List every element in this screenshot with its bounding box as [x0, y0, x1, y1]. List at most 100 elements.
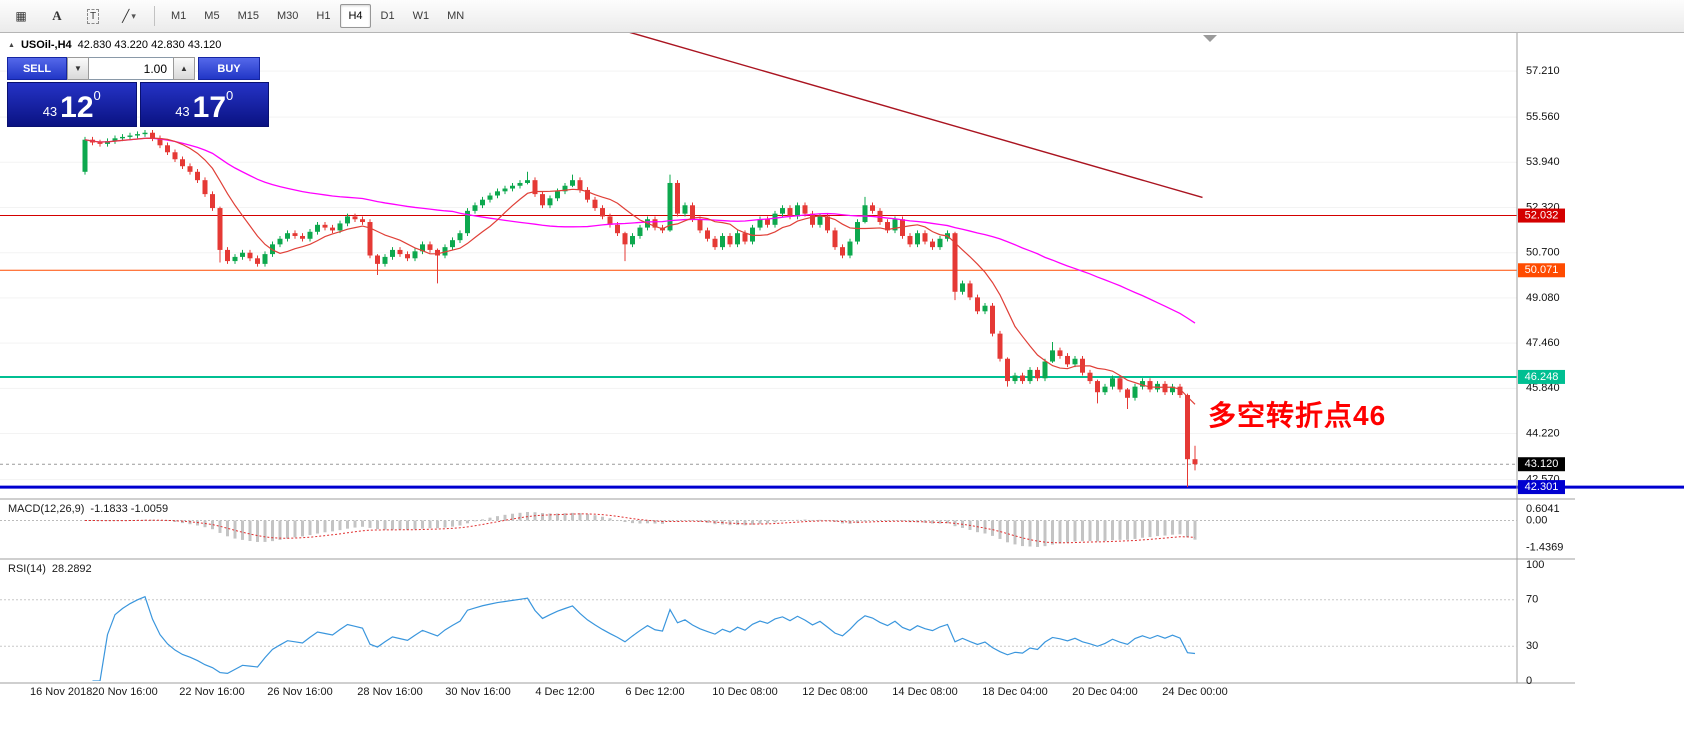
timeframe-button-mn[interactable]: MN	[447, 10, 465, 22]
buy-button[interactable]: BUY	[198, 57, 260, 80]
svg-text:22 Nov 16:00: 22 Nov 16:00	[179, 686, 244, 698]
collapse-triangle-icon[interactable]: ▲	[8, 41, 15, 49]
svg-text:44.220: 44.220	[1526, 427, 1560, 439]
sell-price-display[interactable]: 43 12 0	[7, 82, 137, 127]
caret-up-icon: ▲	[180, 64, 188, 73]
candles	[82, 129, 1198, 488]
ma-fast-line	[84, 137, 1196, 405]
price-level-label: 42.301	[1518, 480, 1565, 495]
svg-text:20 Nov 16:00: 20 Nov 16:00	[92, 686, 157, 698]
svg-text:20 Dec 04:00: 20 Dec 04:00	[1072, 686, 1137, 698]
rsi-label: RSI(14) 28.2892	[8, 563, 92, 575]
svg-text:30: 30	[1526, 640, 1538, 652]
svg-text:45.840: 45.840	[1526, 382, 1560, 394]
trendline-tool-icon: ╱	[122, 9, 130, 23]
svg-text:10 Dec 08:00: 10 Dec 08:00	[712, 686, 777, 698]
svg-text:12 Dec 08:00: 12 Dec 08:00	[802, 686, 867, 698]
svg-text:4 Dec 12:00: 4 Dec 12:00	[535, 686, 594, 698]
buy-price-big-digits: 17	[192, 91, 227, 124]
svg-text:42.301: 42.301	[1525, 481, 1559, 493]
svg-text:18 Dec 04:00: 18 Dec 04:00	[982, 686, 1047, 698]
timeframe-button-d1[interactable]: D1	[380, 10, 395, 22]
one-click-trading-panel: SELL ▼ ▲ BUY 43 12 0 43 17 0	[7, 57, 269, 127]
svg-text:47.460: 47.460	[1526, 337, 1560, 349]
font-a-icon: A	[52, 8, 62, 23]
symbol-timeframe-label: USOil-,H4	[20, 39, 72, 51]
svg-text:30 Nov 16:00: 30 Nov 16:00	[445, 686, 510, 698]
timeframe-button-m5[interactable]: M5	[204, 10, 220, 22]
timeframe-button-h4[interactable]: H4	[340, 4, 371, 28]
timeframe-button-m15[interactable]: M15	[237, 10, 259, 22]
symbol-header: ▲ USOil-,H4 42.830 43.220 42.830 43.120	[8, 39, 221, 51]
buy-price-prefix: 43	[175, 104, 190, 119]
trend-line[interactable]	[610, 33, 1203, 199]
trade-prices-row: 43 12 0 43 17 0	[7, 82, 269, 127]
sell-price-prefix: 43	[42, 104, 58, 119]
macd-name: MACD(12,26,9)	[8, 503, 85, 515]
ohlc-values: 42.830 43.220 42.830 43.120	[77, 39, 222, 51]
sell-price-big-digits: 12	[60, 91, 94, 124]
volume-decrease-button[interactable]: ▼	[67, 57, 89, 80]
toolbar-separator	[154, 6, 155, 26]
svg-text:53.940: 53.940	[1526, 156, 1560, 168]
grid-icon: ▦	[15, 9, 27, 23]
svg-text:52.032: 52.032	[1525, 209, 1559, 221]
svg-text:26 Nov 16:00: 26 Nov 16:00	[267, 686, 332, 698]
svg-text:50.700: 50.700	[1526, 247, 1560, 259]
chart-annotation-text: 多空转折点46	[1208, 400, 1387, 431]
rsi-name: RSI(14)	[8, 563, 46, 575]
svg-text:55.560: 55.560	[1526, 111, 1560, 123]
svg-text:50.071: 50.071	[1525, 264, 1559, 276]
caret-down-icon: ▼	[74, 64, 82, 73]
chart-shift-marker-icon[interactable]	[1203, 35, 1217, 42]
timeframe-button-m1[interactable]: M1	[171, 10, 187, 22]
rsi-panel: 100 70 30 0	[0, 559, 1544, 687]
svg-text:6 Dec 12:00: 6 Dec 12:00	[625, 686, 684, 698]
svg-text:24 Dec 00:00: 24 Dec 00:00	[1162, 686, 1227, 698]
price-level-label: 46.248	[1518, 369, 1565, 384]
price-level-label: 52.032	[1518, 208, 1565, 223]
timeframe-button-w1[interactable]: W1	[412, 10, 430, 22]
svg-text:0: 0	[1526, 675, 1532, 687]
svg-text:49.080: 49.080	[1526, 292, 1560, 304]
volume-increase-button[interactable]: ▲	[173, 57, 195, 80]
svg-text:70: 70	[1526, 594, 1538, 606]
price-level-label: 43.120	[1518, 457, 1565, 472]
sell-price-fraction: 0	[93, 88, 101, 103]
svg-text:46.248: 46.248	[1525, 371, 1559, 383]
svg-text:0.00: 0.00	[1526, 514, 1547, 526]
svg-text:28 Nov 16:00: 28 Nov 16:00	[357, 686, 422, 698]
sell-button[interactable]: SELL	[7, 57, 67, 80]
toolbar: ▦ A T ╱ ▾ M1 M5 M15 M30 H1 H4 D1 W1 MN	[0, 0, 1684, 33]
drawing-tool-dropdown[interactable]: ╱ ▾	[112, 3, 146, 29]
price-axis: 57.21055.56053.94052.32050.70049.08047.4…	[1518, 65, 1565, 495]
macd-values: -1.1833 -1.0059	[90, 503, 169, 515]
ma-slow-line	[84, 137, 1196, 324]
svg-text:43.120: 43.120	[1525, 458, 1559, 470]
macd-label: MACD(12,26,9) -1.1833 -1.0059	[8, 503, 168, 515]
svg-text:16 Nov 2018: 16 Nov 2018	[30, 686, 92, 698]
volume-input[interactable]	[89, 57, 173, 80]
windows-grid-button[interactable]: ▦	[4, 3, 38, 29]
svg-text:57.210: 57.210	[1526, 65, 1560, 77]
level-lines[interactable]	[0, 215, 1684, 489]
timeframe-button-h1[interactable]: H1	[316, 10, 331, 22]
price-level-label: 50.071	[1518, 263, 1565, 278]
date-axis: 16 Nov 2018 20 Nov 16:00 22 Nov 16:00 26 No…	[30, 686, 1228, 698]
text-tool-icon: T	[86, 8, 100, 24]
rsi-value: 28.2892	[51, 563, 92, 575]
svg-text:100: 100	[1526, 559, 1544, 571]
buy-price-display[interactable]: 43 17 0	[139, 82, 269, 127]
svg-text:0.6041: 0.6041	[1526, 503, 1560, 515]
buy-price-fraction: 0	[226, 88, 234, 103]
font-tool-button[interactable]: A	[40, 3, 74, 29]
svg-text:-1.4369: -1.4369	[1526, 541, 1563, 553]
svg-text:14 Dec 08:00: 14 Dec 08:00	[892, 686, 957, 698]
chart-canvas[interactable]: 57.21055.56053.94052.32050.70049.08047.4…	[0, 33, 1684, 752]
timeframe-button-m30[interactable]: M30	[276, 10, 299, 22]
trade-controls-row: SELL ▼ ▲ BUY	[7, 57, 269, 80]
dropdown-caret-icon: ▾	[131, 10, 136, 21]
text-label-tool-button[interactable]: T	[76, 3, 110, 29]
